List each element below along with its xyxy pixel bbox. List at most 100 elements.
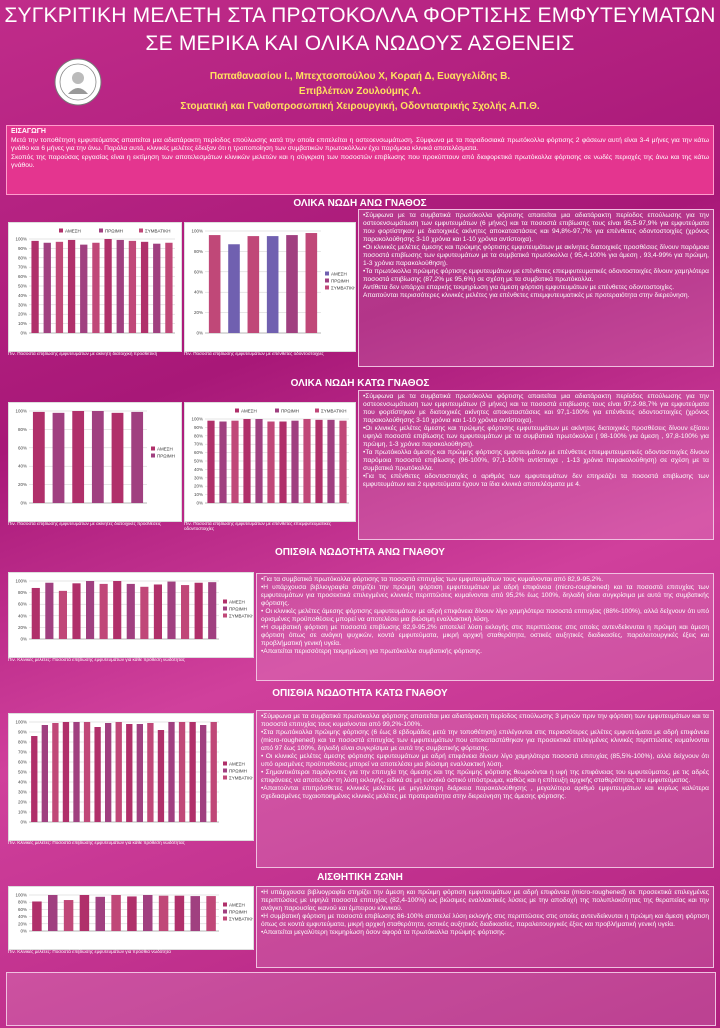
y-tick-label: 80% <box>18 900 27 905</box>
y-tick-label: 20% <box>18 482 27 487</box>
bar <box>31 587 40 639</box>
bar <box>140 241 149 333</box>
bar <box>126 724 133 822</box>
legend-label: ΠΡΩΙΜΗ <box>281 408 299 413</box>
supervisor: Επιβλέπων Ζουλούμης Λ. <box>298 86 422 97</box>
bar <box>86 581 95 639</box>
chart-box: 0% 20% 40% 60% 80% 100% ΑΜΕΣΗ ΠΡΩΙΜΗ ΣΥΜΒΑΤΙΚΗ <box>8 572 254 658</box>
chart: 0% 10% 20% 30% 40% 50% 60% 70% 80% 90% 100% ΑΜΕΣΗ ΠΡ… <box>191 408 349 506</box>
y-tick-label: 100% <box>191 417 203 422</box>
bar <box>143 895 153 931</box>
paragraph: • Οι κλινικές μελέτες άμεσης φόρτισης εμ… <box>261 753 709 769</box>
paragraph: •Οι κλινικές μελέτες άμεσης και πρώιμης … <box>363 244 709 268</box>
legend-label: ΠΡΩΙΜΗ <box>229 768 247 773</box>
legend-swatch <box>223 775 227 780</box>
paragraph: •Τα πρωτόκολλα πρώιμης φόρτισης εμφυτευμ… <box>363 268 709 284</box>
bar <box>83 722 91 822</box>
y-tick-label: 10% <box>18 810 27 815</box>
bar <box>153 243 161 333</box>
bar <box>92 242 100 333</box>
bar <box>140 586 149 639</box>
y-tick-label: 30% <box>18 790 27 795</box>
y-tick-label: 0% <box>20 637 27 642</box>
y-tick-label: 40% <box>194 290 203 295</box>
references-box <box>6 972 716 1026</box>
y-tick-label: 10% <box>194 492 203 497</box>
legend-swatch <box>223 613 227 618</box>
paragraph: •Σύμφωνα με τα συμβατικά πρωτόκολλα φόρτ… <box>261 713 709 729</box>
section-heading: ΟΠΙΣΘΙΑ ΝΩΔΟΤΗΤΑ ΑΝΩ ΓΝΑΘΟΥ <box>275 547 445 558</box>
legend-swatch <box>223 909 227 914</box>
bar <box>219 421 227 503</box>
legend-label: ΑΜΕΣΗ <box>331 271 347 276</box>
bar <box>45 582 54 639</box>
paragraph: •Οι κλινικές μελέτες άμεσης και πρώιμης … <box>363 425 709 449</box>
paragraph: •Σύμφωνα με τα συμβατικά πρωτόκολλα φόρτ… <box>363 212 709 244</box>
paragraph: •Απαιτείται μεγαλύτερη τεκμηρίωση όσον α… <box>261 929 506 937</box>
title-line: ΣΥΓΚΡΙΤΙΚΗ ΜΕΛΕΤΗ ΣΤΑ ΠΡΩΤΟΚΟΛΛΑ ΦΟΡΤΙΣΗ… <box>4 4 716 27</box>
text-box: •Σύμφωνα με τα συμβατικά πρωτόκολλα φόρτ… <box>256 710 714 868</box>
legend-swatch <box>325 278 329 283</box>
paragraph: •Η συμβατική φόρτιση με ποσοστά επιβίωση… <box>261 913 709 929</box>
bar <box>79 895 90 931</box>
paragraph: Απαιτούνται περισσότερες κλινικές μελέτε… <box>363 292 690 300</box>
bar <box>167 581 176 639</box>
bar <box>165 242 173 333</box>
y-tick-label: 80% <box>18 255 27 260</box>
paragraph: • Σημαντικότεροι παράγοντες για την επιτ… <box>261 769 709 785</box>
legend-swatch <box>223 599 227 604</box>
intro-paragraph: Μετά την τοποθέτηση εμφυτεύματος απαιτεί… <box>11 136 709 153</box>
paragraph: •Τα πρωτόκολλα άμεσης και πρώιμης φόρτισ… <box>363 449 709 473</box>
y-tick-label: 60% <box>18 274 27 279</box>
intro-paragraph: Σκοπός της παρούσας εργασίας είναι η εκτ… <box>11 153 709 169</box>
bar <box>207 420 215 503</box>
y-tick-label: 20% <box>18 921 27 926</box>
bar <box>255 419 263 503</box>
y-tick-label: 0% <box>20 820 27 825</box>
y-tick-label: 100% <box>191 229 203 234</box>
legend-swatch <box>223 916 227 921</box>
y-tick-label: 30% <box>18 302 27 307</box>
y-tick-label: 60% <box>18 907 27 912</box>
y-tick-label: 80% <box>194 249 203 254</box>
legend-swatch <box>223 902 227 907</box>
bar <box>279 421 287 503</box>
bar <box>80 244 88 333</box>
paragraph: •Η υπάρχουσα βιβλιογραφία στηρίζει την ά… <box>261 889 709 913</box>
y-tick-label: 100% <box>15 893 27 898</box>
bar <box>95 896 105 931</box>
section-heading: ΟΠΙΣΘΙΑ ΝΩΔΟΤΗΤΑ ΚΑΤΩ ΓΝΑΘΟΥ <box>272 688 448 699</box>
y-tick-label: 80% <box>18 740 27 745</box>
bar <box>113 581 122 639</box>
bar <box>63 900 74 931</box>
chart-box: 0% 20% 40% 60% 80% 100% ΑΜΕΣΗ ΠΡΩΙΜΗ ΣΥΜΒΑΤΙΚΗ <box>8 886 254 950</box>
paragraph: •Για τα συμβατικά πρωτόκολλα φόρτισης τα… <box>261 576 604 583</box>
legend-swatch <box>325 285 329 290</box>
chart-caption: Πιν. Κλινικές μελέτες: Ποσοστά επιβίωσης… <box>8 657 185 662</box>
bar <box>286 235 298 333</box>
y-tick-label: 50% <box>18 284 27 289</box>
legend-label: ΑΜΕΣΗ <box>241 408 257 413</box>
bar <box>174 895 185 931</box>
chart: 0% 20% 40% 60% 80% 100% ΑΜΕΣΗ ΠΡΩΙΜΗ ΣΥΜΒΑΤΙΚΗ <box>191 229 356 336</box>
legend-swatch <box>99 228 103 233</box>
y-tick-label: 20% <box>194 484 203 489</box>
y-tick-label: 50% <box>194 459 203 464</box>
y-tick-label: 90% <box>18 730 27 735</box>
y-tick-label: 70% <box>194 442 203 447</box>
legend-swatch <box>139 228 143 233</box>
section-heading: ΟΛΙΚΑ ΝΩΔΗ ΑΝΩ ΓΝΑΘΟΣ <box>293 198 427 209</box>
legend-swatch <box>223 606 227 611</box>
chart-box: 0% 20% 40% 60% 80% 100% ΑΜΕΣΗ ΠΡΩΙΜΗ <box>8 402 182 522</box>
text-box: •Σύμφωνα με τα συμβατικά πρωτόκολλα φόρτ… <box>358 390 714 540</box>
legend-label: ΣΥΜΒΑΤΙΚΗ <box>229 613 253 618</box>
bar <box>104 239 112 333</box>
bar <box>327 419 335 503</box>
chart: 0% 10% 20% 30% 40% 50% 60% 70% 80% 90% 100% ΑΜΕΣΗ ΠΡ… <box>15 720 254 825</box>
legend-swatch <box>151 453 155 458</box>
y-tick-label: 70% <box>18 750 27 755</box>
legend-label: ΣΥΜΒΑΤΙΚΗ <box>145 228 170 233</box>
chart-caption: Πιν. Ποσοστά επιβίωσης εμφυτευμάτων με ε… <box>184 521 332 532</box>
y-tick-label: 100% <box>15 237 27 242</box>
chart-box: 0% 10% 20% 30% 40% 50% 60% 70% 80% 90% 100% ΑΜΕΣΗ ΠΡ… <box>184 402 356 522</box>
